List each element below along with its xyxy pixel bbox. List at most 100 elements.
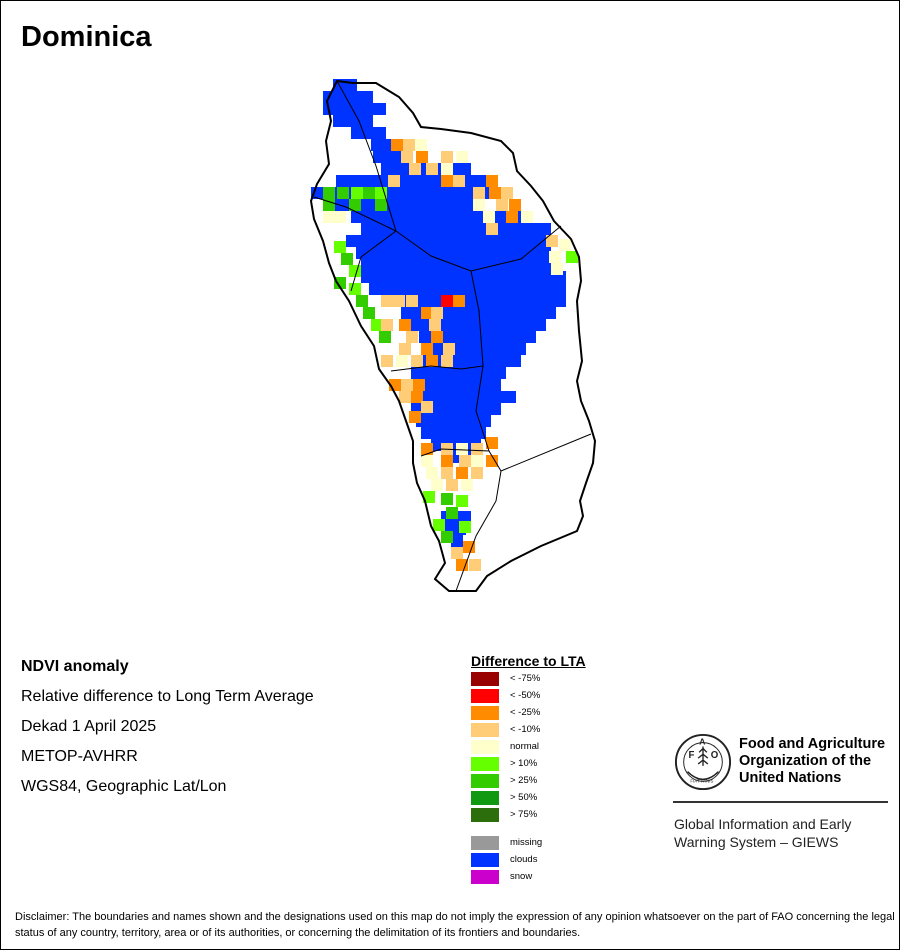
anomaly-cell [486, 455, 498, 467]
legend-label: < -50% [510, 690, 541, 701]
fao-logo-icon: F A O FIAT PANIS [674, 733, 732, 791]
branding-divider [673, 801, 888, 803]
legend-swatch [471, 706, 499, 720]
anomaly-cell [401, 379, 413, 391]
anomaly-cell [333, 115, 373, 127]
anomaly-cell [421, 343, 526, 355]
info-line-projection: WGS84, Geographic Lat/Lon [21, 778, 227, 795]
anomaly-cell [416, 415, 491, 427]
organization-name-line: Food and Agriculture [739, 736, 886, 752]
anomaly-cell [393, 295, 405, 307]
anomaly-cell [381, 355, 393, 367]
legend-swatch [471, 757, 499, 771]
anomaly-cell [486, 175, 498, 187]
legend-swatch [471, 808, 499, 822]
anomaly-cell [501, 187, 513, 199]
map-title: Dominica [21, 21, 152, 53]
legend-swatch [471, 791, 499, 805]
legend-swatch [471, 740, 499, 754]
anomaly-cell [411, 391, 423, 403]
anomaly-cell [399, 391, 411, 403]
organization-name-line: Organization of the [739, 753, 872, 769]
anomaly-cell [419, 331, 536, 343]
anomaly-cell [456, 559, 468, 571]
fao-logo-letter: O [711, 750, 719, 761]
legend-label: < -25% [510, 707, 541, 718]
legend-label: > 50% [510, 792, 538, 803]
anomaly-cell [456, 495, 468, 507]
anomaly-cell [451, 547, 463, 559]
anomaly-cell [406, 295, 418, 307]
anomaly-cell [349, 199, 361, 211]
parish-boundaries [313, 80, 592, 592]
anomaly-cell [421, 401, 433, 413]
anomaly-cell [411, 355, 423, 367]
anomaly-cell [431, 307, 443, 319]
anomaly-cell [496, 199, 508, 211]
anomaly-cell [351, 211, 531, 223]
anomaly-cell [334, 277, 346, 289]
anomaly-cell [361, 223, 551, 235]
legend-label: > 10% [510, 758, 538, 769]
anomaly-cell [409, 411, 421, 423]
anomaly-cell [453, 295, 465, 307]
anomaly-cell [471, 467, 483, 479]
info-line-product: NDVI anomaly [21, 658, 129, 675]
anomaly-cell [486, 223, 498, 235]
anomaly-cell [421, 343, 433, 355]
anomaly-cell [441, 455, 453, 467]
legend-label: normal [510, 741, 540, 752]
anomaly-cell [399, 343, 411, 355]
anomaly-cell [433, 519, 445, 531]
organization-name: Food and Agriculture Organization of the… [739, 736, 885, 787]
anomaly-cell [406, 331, 418, 343]
anomaly-cell [369, 283, 566, 295]
anomaly-cell [381, 295, 393, 307]
anomaly-cell [446, 507, 458, 519]
anomaly-cell [411, 319, 546, 331]
anomaly-cell [363, 187, 375, 199]
anomaly-cell [413, 379, 425, 391]
anomaly-cell [421, 443, 433, 455]
anomaly-cell [411, 403, 501, 415]
anomaly-cell [426, 355, 438, 367]
anomaly-cell [546, 235, 558, 247]
anomaly-cell [421, 455, 433, 467]
island-outline [309, 79, 597, 592]
legend-swatch [471, 853, 499, 867]
anomaly-cell [456, 151, 468, 163]
anomaly-cell [361, 259, 561, 271]
anomaly-cell [323, 199, 481, 211]
anomaly-cell [486, 437, 498, 449]
anomaly-cell [351, 187, 363, 199]
legend-label: missing [510, 837, 543, 848]
legend-label: > 75% [510, 809, 538, 820]
legend-label: snow [510, 871, 533, 882]
anomaly-cell [459, 455, 471, 467]
anomaly-cell [401, 151, 413, 163]
anomaly-cell [336, 175, 491, 187]
anomaly-cell [441, 531, 453, 543]
anomaly-cell [356, 295, 368, 307]
anomaly-cell [471, 443, 483, 455]
anomaly-cell [346, 235, 546, 247]
anomaly-cell [334, 211, 346, 223]
anomaly-cell [396, 355, 408, 367]
anomaly-cell [521, 211, 533, 223]
legend-label: clouds [510, 854, 538, 865]
anomaly-cell [431, 479, 443, 491]
anomaly-cell [337, 187, 349, 199]
fao-logo-letter: A [699, 737, 706, 747]
system-name-line: Global Information and Early [674, 816, 852, 832]
anomaly-cell [559, 239, 571, 251]
anomaly-cell [349, 283, 361, 295]
anomaly-cell [421, 427, 486, 439]
legend-title: Difference to LTA [471, 653, 586, 669]
anomaly-cell [461, 479, 473, 491]
anomaly-cell [456, 467, 468, 479]
anomaly-cell [341, 253, 353, 265]
anomaly-cell [381, 319, 393, 331]
anomaly-cell [363, 307, 375, 319]
anomaly-cell [551, 263, 563, 275]
anomaly-cell [549, 251, 561, 263]
